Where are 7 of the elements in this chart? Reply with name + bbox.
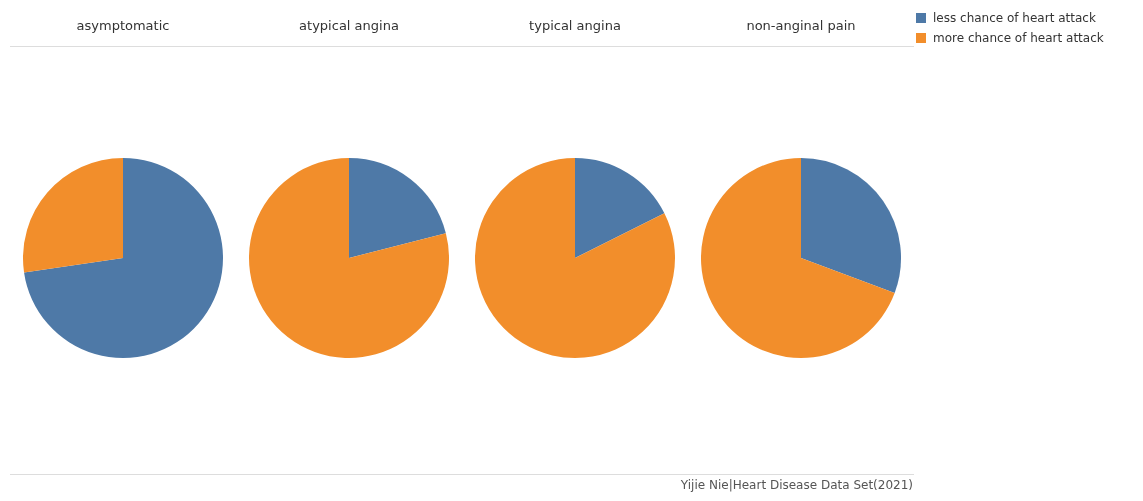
chart-title: atypical angina	[298, 18, 400, 33]
text: asymptomatic	[75, 18, 171, 33]
chart-title: typical angina	[528, 18, 622, 33]
legend-label: more chance of heart attack	[933, 31, 1104, 45]
legend-label: less chance of heart attack	[933, 11, 1096, 25]
chart-title: non-anginal pain	[745, 18, 857, 33]
text: Yijie Nie|Heart Disease Data Set(2021)	[680, 478, 913, 492]
